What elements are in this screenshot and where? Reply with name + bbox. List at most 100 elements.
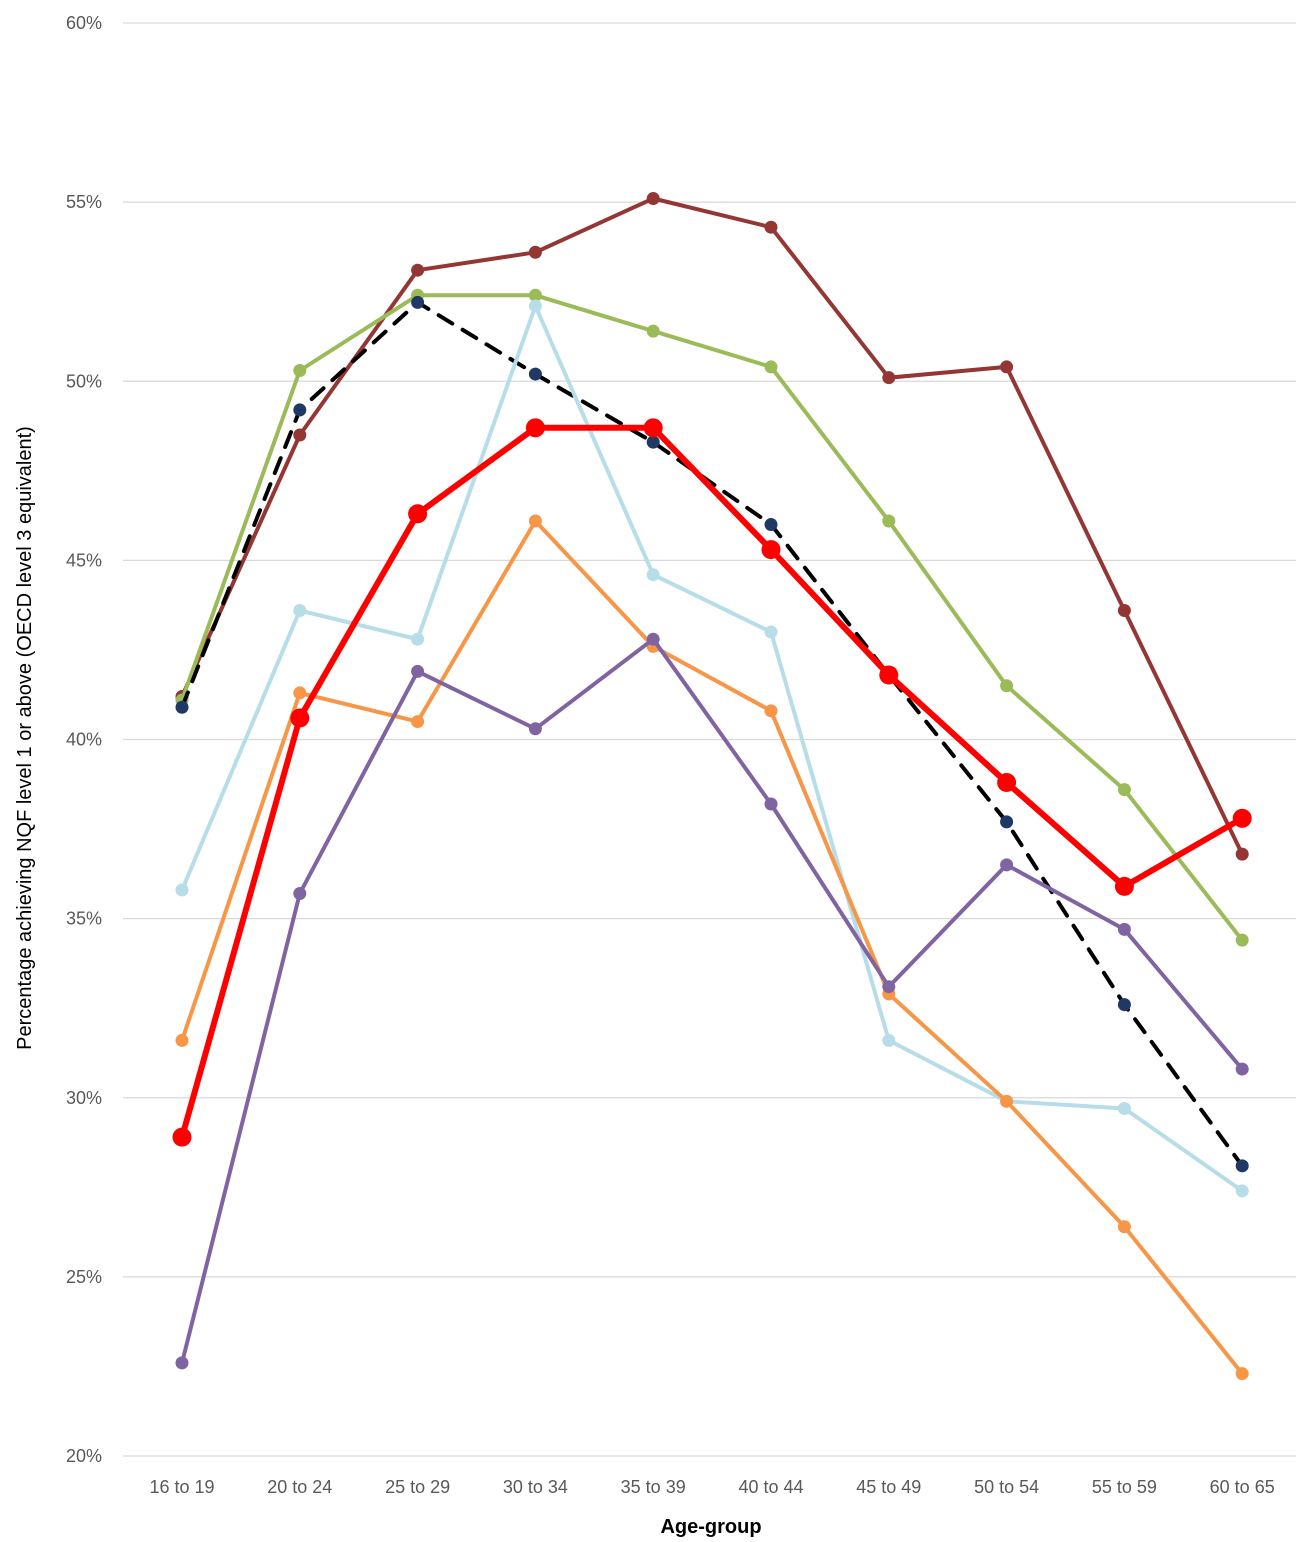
data-point xyxy=(528,245,542,259)
data-point xyxy=(1117,604,1131,618)
x-tick-label: 16 to 19 xyxy=(149,1477,214,1497)
gridlines xyxy=(123,22,1296,1457)
data-point xyxy=(1117,998,1131,1012)
x-tick-label: 45 to 49 xyxy=(856,1477,921,1497)
series-line xyxy=(180,293,1245,943)
data-point xyxy=(646,324,660,338)
data-point xyxy=(1235,847,1249,861)
data-point xyxy=(1235,1159,1249,1173)
data-point xyxy=(1232,808,1252,828)
series-line xyxy=(180,196,1245,857)
data-point xyxy=(1000,679,1014,693)
data-point xyxy=(1000,815,1014,829)
data-point xyxy=(1000,858,1014,872)
data-point xyxy=(764,360,778,374)
data-point xyxy=(293,428,307,442)
data-point xyxy=(646,435,660,449)
data-point xyxy=(1117,1101,1131,1115)
x-tick-label: 35 to 39 xyxy=(621,1477,686,1497)
data-point xyxy=(643,418,663,438)
series-group xyxy=(172,192,1252,1381)
data-point xyxy=(175,883,189,897)
data-point xyxy=(172,1127,192,1147)
y-tick-label: 20% xyxy=(66,1446,102,1466)
data-point xyxy=(1117,922,1131,936)
data-point xyxy=(764,625,778,639)
series-line xyxy=(180,637,1245,1365)
y-tick-label: 45% xyxy=(66,550,102,570)
series-2 xyxy=(175,295,1249,1173)
y-tick-label: 60% xyxy=(66,13,102,33)
x-tick-label: 20 to 24 xyxy=(267,1477,332,1497)
data-point xyxy=(1235,1184,1249,1198)
data-point xyxy=(1000,1094,1014,1108)
data-point xyxy=(646,192,660,206)
data-point xyxy=(1117,1220,1131,1234)
data-point xyxy=(411,715,425,729)
series-5 xyxy=(175,632,1249,1370)
data-point xyxy=(293,364,307,378)
data-point xyxy=(1117,783,1131,797)
x-tick-label: 55 to 59 xyxy=(1092,1477,1157,1497)
data-point xyxy=(293,887,307,901)
data-point xyxy=(1235,1367,1249,1381)
data-point xyxy=(175,1033,189,1047)
data-point xyxy=(1235,1062,1249,1076)
data-point xyxy=(175,1356,189,1370)
data-point xyxy=(528,288,542,302)
y-tick-label: 50% xyxy=(66,371,102,391)
data-point xyxy=(293,403,307,417)
x-tick-label: 50 to 54 xyxy=(974,1477,1039,1497)
data-point xyxy=(1114,876,1134,896)
data-point xyxy=(761,540,781,560)
x-tick-label: 30 to 34 xyxy=(503,1477,568,1497)
data-point xyxy=(411,632,425,646)
data-point xyxy=(879,665,899,685)
data-point xyxy=(528,299,542,313)
x-tick-label: 25 to 29 xyxy=(385,1477,450,1497)
data-point xyxy=(175,700,189,714)
series-line xyxy=(179,424,1246,1141)
data-point xyxy=(764,220,778,234)
series-6 xyxy=(172,418,1252,1147)
data-point xyxy=(882,371,896,385)
data-point xyxy=(764,797,778,811)
data-point xyxy=(525,418,545,438)
data-point xyxy=(764,518,778,532)
data-point xyxy=(411,664,425,678)
data-point xyxy=(528,722,542,736)
y-tick-label: 35% xyxy=(66,909,102,929)
data-point xyxy=(528,367,542,381)
data-point xyxy=(293,686,307,700)
data-point xyxy=(1000,360,1014,374)
data-point xyxy=(764,704,778,718)
series-line xyxy=(180,304,1245,1193)
data-point xyxy=(997,772,1017,792)
data-point xyxy=(293,604,307,618)
data-point xyxy=(882,980,896,994)
data-point xyxy=(411,295,425,309)
x-axis-ticks: 16 to 19 20 to 24 25 to 29 30 to 34 35 to 39… xyxy=(149,1477,1274,1497)
data-point xyxy=(882,1033,896,1047)
data-point xyxy=(646,568,660,582)
y-tick-label: 25% xyxy=(66,1267,102,1287)
y-axis-ticks: 20% 25% 30% 35% 40% 45% 50% 55% 60% xyxy=(66,13,102,1466)
y-tick-label: 30% xyxy=(66,1088,102,1108)
y-tick-label: 55% xyxy=(66,192,102,212)
x-tick-label: 60 to 65 xyxy=(1210,1477,1275,1497)
data-point xyxy=(411,263,425,277)
x-tick-label: 40 to 44 xyxy=(738,1477,803,1497)
data-point xyxy=(646,632,660,646)
x-axis-title: Age-group xyxy=(660,1516,761,1538)
series-0 xyxy=(175,192,1249,861)
y-axis-title: Percentage achieving NQF level 1 or abov… xyxy=(14,426,36,1050)
series-line xyxy=(180,300,1245,1168)
data-point xyxy=(882,514,896,528)
data-point xyxy=(408,504,428,524)
data-point xyxy=(1235,933,1249,947)
series-line xyxy=(180,519,1245,1376)
y-tick-label: 40% xyxy=(66,730,102,750)
series-3 xyxy=(175,299,1249,1198)
series-4 xyxy=(175,514,1249,1381)
